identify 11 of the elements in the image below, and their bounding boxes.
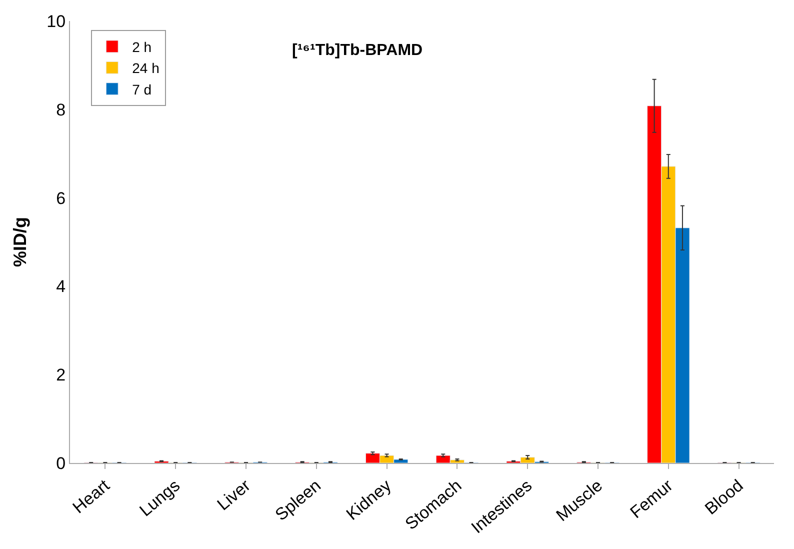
legend-label: 24 h [132, 60, 160, 76]
y-tick-label: 2 [56, 366, 66, 385]
legend-label: 2 h [132, 38, 152, 55]
y-tick-label: 4 [56, 277, 66, 296]
y-tick-label: 8 [56, 100, 66, 120]
y-tick-label: 0 [56, 454, 66, 473]
text: [¹⁶¹Tb]Tb-BPAMD [292, 42, 423, 60]
y-axis-title: %ID/g [10, 216, 30, 268]
legend-label: 7 d [132, 81, 152, 98]
y-tick-label: 10 [46, 12, 66, 31]
y-tick-label: 6 [56, 188, 66, 208]
